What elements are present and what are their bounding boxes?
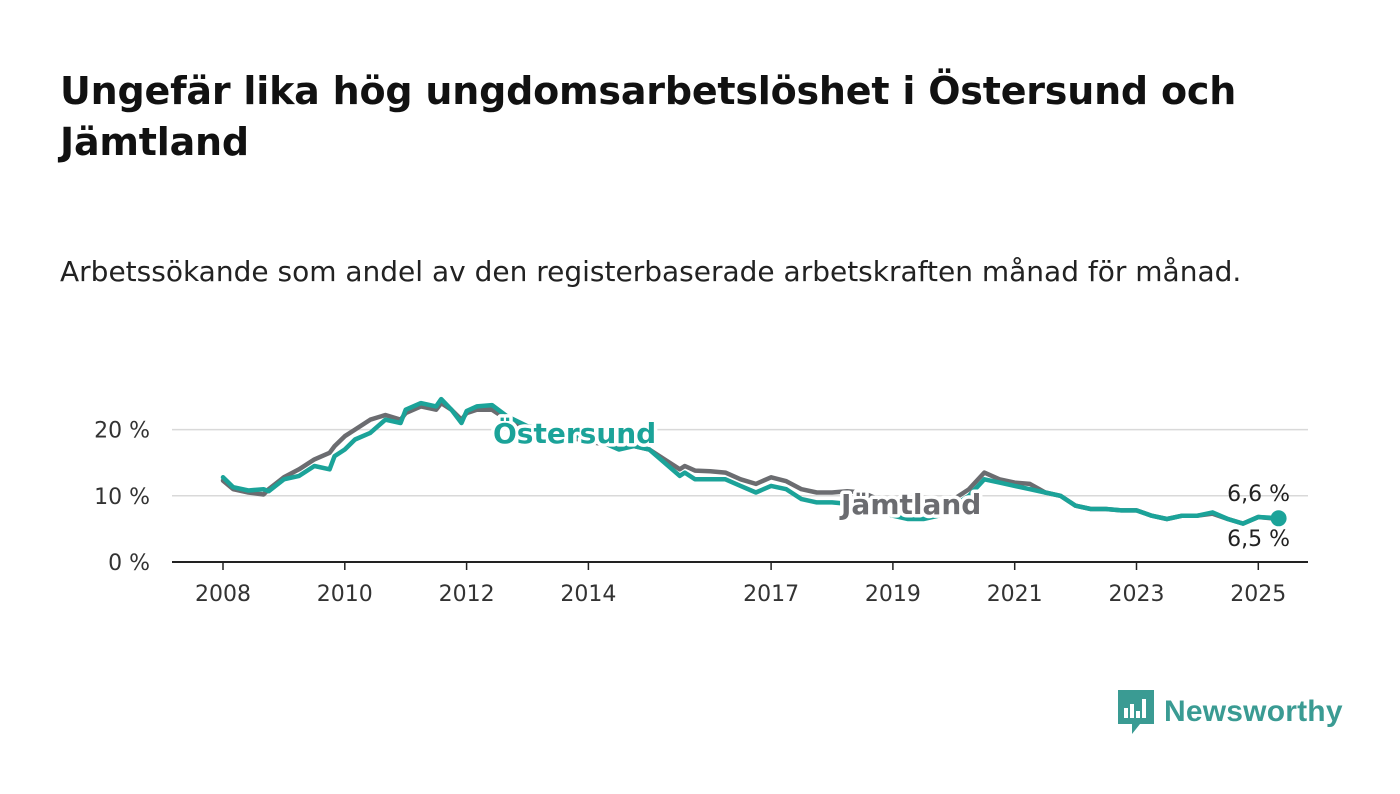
y-tick-label: 10 % xyxy=(94,485,150,510)
series-line-ostersund xyxy=(220,396,1281,526)
x-tick-label: 2014 xyxy=(560,582,616,607)
chart-title: Ungefär lika hög ungdomsarbetslöshet i Ö… xyxy=(60,69,1237,164)
x-tick-label: 2025 xyxy=(1230,582,1286,607)
x-tick-label: 2010 xyxy=(317,582,373,607)
y-tick-label: 0 % xyxy=(108,551,150,576)
x-tick-label: 2021 xyxy=(987,582,1043,607)
end-value-label-jamtland: 6,5 % xyxy=(1227,527,1290,552)
chart-subtitle: Arbetssökande som andel av den registerb… xyxy=(60,255,1242,288)
series-label-ostersund: Östersund xyxy=(493,416,656,450)
x-tick-label: 2023 xyxy=(1109,582,1165,607)
y-tick-label: 20 % xyxy=(94,419,150,444)
x-tick-label: 2012 xyxy=(439,582,495,607)
newsworthy-logo-text: Newsworthy xyxy=(1164,695,1343,728)
x-tick-label: 2019 xyxy=(865,582,921,607)
newsworthy-logo-icon xyxy=(1118,690,1154,734)
series-label-jamtland: Jämtland xyxy=(839,488,981,521)
x-tick-label: 2017 xyxy=(743,582,799,607)
x-tick-label: 2008 xyxy=(195,582,251,607)
series-end-point-ostersund xyxy=(1270,510,1287,527)
newsworthy-logo: Newsworthy xyxy=(1118,690,1343,734)
end-value-label-ostersund: 6,6 % xyxy=(1227,482,1290,507)
